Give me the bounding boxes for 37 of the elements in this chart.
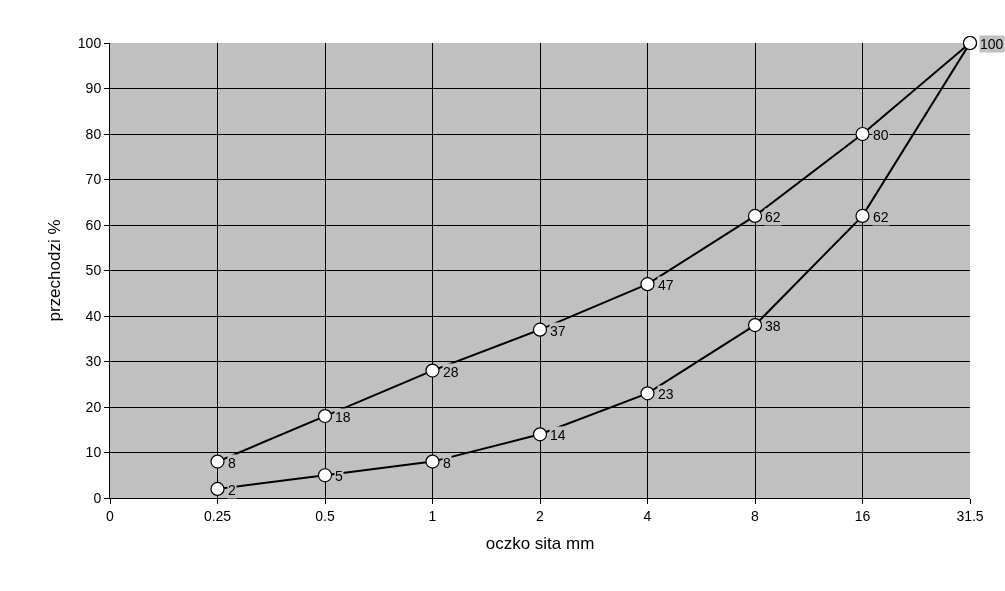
data-label: 28 [443, 364, 459, 380]
data-label: 8 [443, 455, 451, 471]
x-tick-label: 8 [751, 507, 760, 524]
x-tick-label: 0.5 [315, 507, 335, 524]
data-label: 62 [765, 209, 781, 225]
data-label: 37 [550, 323, 566, 339]
x-tick-label: 2 [536, 507, 545, 524]
y-tick-label: 100 [77, 34, 102, 51]
data-label: 23 [658, 386, 674, 402]
data-label: 47 [658, 277, 674, 293]
data-label: 62 [873, 209, 889, 225]
y-tick-label: 40 [85, 307, 102, 324]
data-label: 14 [550, 427, 566, 443]
y-tick-label: 60 [85, 216, 102, 233]
data-label: 80 [873, 127, 889, 143]
y-tick-label: 30 [85, 353, 102, 370]
y-tick-label: 80 [85, 125, 102, 142]
x-tick-label: 4 [643, 507, 652, 524]
data-label: 5 [335, 468, 343, 484]
data-label: 100 [980, 36, 1004, 52]
y-tick-label: 0 [93, 489, 102, 506]
y-axis-title: przechodzi % [45, 219, 65, 322]
y-tick-label: 70 [85, 171, 102, 188]
y-tick-label: 50 [85, 262, 102, 279]
data-label: 18 [335, 409, 351, 425]
x-axis-title: oczko sita mm [485, 534, 595, 554]
data-label: 38 [765, 318, 781, 334]
x-tick-label: 1 [428, 507, 437, 524]
x-tick-label: 0.25 [203, 507, 232, 524]
data-label: 8 [228, 455, 236, 471]
x-tick-label: 16 [854, 507, 871, 524]
y-tick-label: 20 [85, 398, 102, 415]
data-label: 2 [228, 482, 236, 498]
y-tick-label: 90 [85, 80, 102, 97]
y-tick-label: 10 [85, 444, 102, 461]
x-tick-label: 31.5 [956, 507, 984, 524]
x-tick-label: 0 [106, 507, 115, 524]
